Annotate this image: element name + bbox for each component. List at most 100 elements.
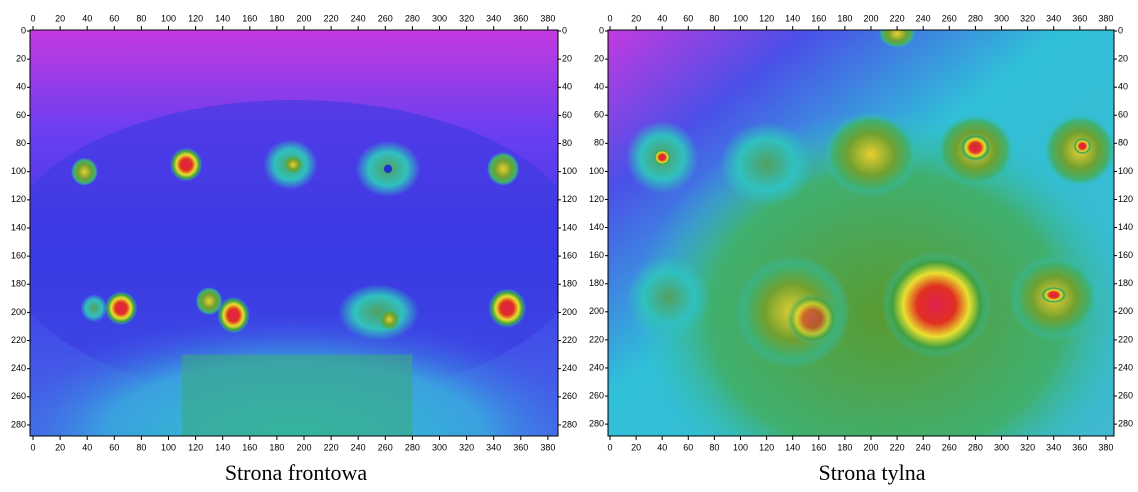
y-tick-label: 0 (1118, 25, 1123, 35)
x-tick-label: 280 (968, 13, 983, 23)
x-tick-label: 340 (486, 13, 501, 23)
x-tick-label: 80 (709, 13, 719, 23)
x-tick-label: 320 (459, 442, 474, 452)
y-tick-label: 260 (562, 391, 577, 401)
y-tick-label: 200 (1118, 306, 1133, 316)
x-tick-label: 220 (324, 13, 339, 23)
x-tick-label: 360 (1072, 442, 1087, 452)
y-tick-label: 80 (594, 138, 604, 148)
x-tick-label: 0 (607, 442, 612, 452)
y-tick-label: 20 (562, 54, 572, 64)
x-tick-label: 160 (242, 442, 257, 452)
x-tick-label: 340 (1046, 13, 1061, 23)
y-tick-label: 0 (599, 25, 604, 35)
y-tick-label: 140 (1118, 222, 1133, 232)
x-tick-label: 140 (215, 442, 230, 452)
x-tick-label: 120 (188, 442, 203, 452)
x-tick-label: 140 (785, 13, 800, 23)
y-tick-label: 60 (1118, 110, 1128, 120)
y-tick-label: 280 (562, 419, 577, 429)
y-tick-label: 160 (1118, 250, 1133, 260)
x-tick-label: 180 (269, 442, 284, 452)
x-tick-label: 260 (378, 442, 393, 452)
x-tick-label: 240 (351, 442, 366, 452)
y-tick-label: 40 (562, 82, 572, 92)
x-tick-label: 320 (1020, 442, 1035, 452)
x-tick-label: 100 (733, 442, 748, 452)
y-tick-label: 280 (1118, 418, 1133, 428)
y-tick-label: 280 (589, 418, 604, 428)
x-tick-label: 260 (942, 442, 957, 452)
y-tick-label: 200 (11, 307, 26, 317)
caption: Strona tylna (819, 460, 926, 485)
y-tick-label: 220 (589, 334, 604, 344)
y-tick-label: 200 (589, 306, 604, 316)
y-tick-label: 240 (589, 362, 604, 372)
x-tick-label: 80 (136, 13, 146, 23)
y-tick-label: 60 (16, 110, 26, 120)
x-tick-label: 260 (942, 13, 957, 23)
x-tick-label: 200 (296, 442, 311, 452)
y-tick-label: 160 (562, 250, 577, 260)
x-tick-label: 360 (513, 442, 528, 452)
y-tick-label: 80 (562, 138, 572, 148)
x-tick-label: 300 (994, 442, 1009, 452)
y-tick-label: 40 (1118, 82, 1128, 92)
y-tick-label: 160 (11, 250, 26, 260)
y-tick-label: 100 (589, 166, 604, 176)
x-tick-label: 220 (890, 13, 905, 23)
x-tick-label: 300 (432, 13, 447, 23)
x-tick-label: 280 (405, 13, 420, 23)
y-tick-label: 240 (1118, 362, 1133, 372)
x-tick-label: 380 (540, 13, 555, 23)
y-tick-label: 120 (562, 194, 577, 204)
x-tick-label: 280 (968, 442, 983, 452)
frame (29, 29, 559, 437)
x-tick-label: 240 (351, 13, 366, 23)
y-tick-label: 20 (1118, 53, 1128, 63)
y-tick-label: 180 (562, 279, 577, 289)
x-tick-label: 60 (683, 13, 693, 23)
x-tick-label: 200 (863, 442, 878, 452)
y-tick-label: 120 (11, 194, 26, 204)
x-tick-label: 380 (540, 442, 555, 452)
y-tick-label: 80 (16, 138, 26, 148)
x-tick-label: 380 (1098, 13, 1113, 23)
x-tick-label: 200 (863, 13, 878, 23)
frame (607, 29, 1115, 437)
y-tick-label: 60 (594, 110, 604, 120)
x-tick-label: 260 (378, 13, 393, 23)
x-tick-label: 100 (161, 13, 176, 23)
x-tick-label: 40 (82, 13, 92, 23)
x-tick-label: 60 (109, 442, 119, 452)
y-tick-label: 100 (562, 166, 577, 176)
y-tick-label: 220 (11, 335, 26, 345)
y-tick-label: 140 (589, 222, 604, 232)
x-tick-label: 100 (733, 13, 748, 23)
x-tick-label: 120 (759, 13, 774, 23)
y-tick-label: 180 (11, 279, 26, 289)
y-tick-label: 200 (562, 307, 577, 317)
x-tick-label: 60 (109, 13, 119, 23)
y-tick-label: 120 (1118, 194, 1133, 204)
x-tick-label: 20 (55, 442, 65, 452)
y-tick-label: 220 (562, 335, 577, 345)
x-tick-label: 220 (890, 442, 905, 452)
y-tick-label: 100 (1118, 166, 1133, 176)
y-tick-label: 180 (589, 278, 604, 288)
x-tick-label: 280 (405, 442, 420, 452)
x-tick-label: 200 (296, 13, 311, 23)
y-tick-label: 140 (11, 222, 26, 232)
x-tick-label: 160 (811, 13, 826, 23)
y-tick-label: 40 (16, 82, 26, 92)
x-tick-label: 120 (759, 442, 774, 452)
y-tick-label: 180 (1118, 278, 1133, 288)
y-tick-label: 20 (594, 53, 604, 63)
x-tick-label: 120 (188, 13, 203, 23)
y-tick-label: 240 (562, 363, 577, 373)
x-tick-label: 40 (657, 13, 667, 23)
y-tick-label: 120 (589, 194, 604, 204)
x-tick-label: 180 (269, 13, 284, 23)
x-tick-label: 240 (916, 442, 931, 452)
